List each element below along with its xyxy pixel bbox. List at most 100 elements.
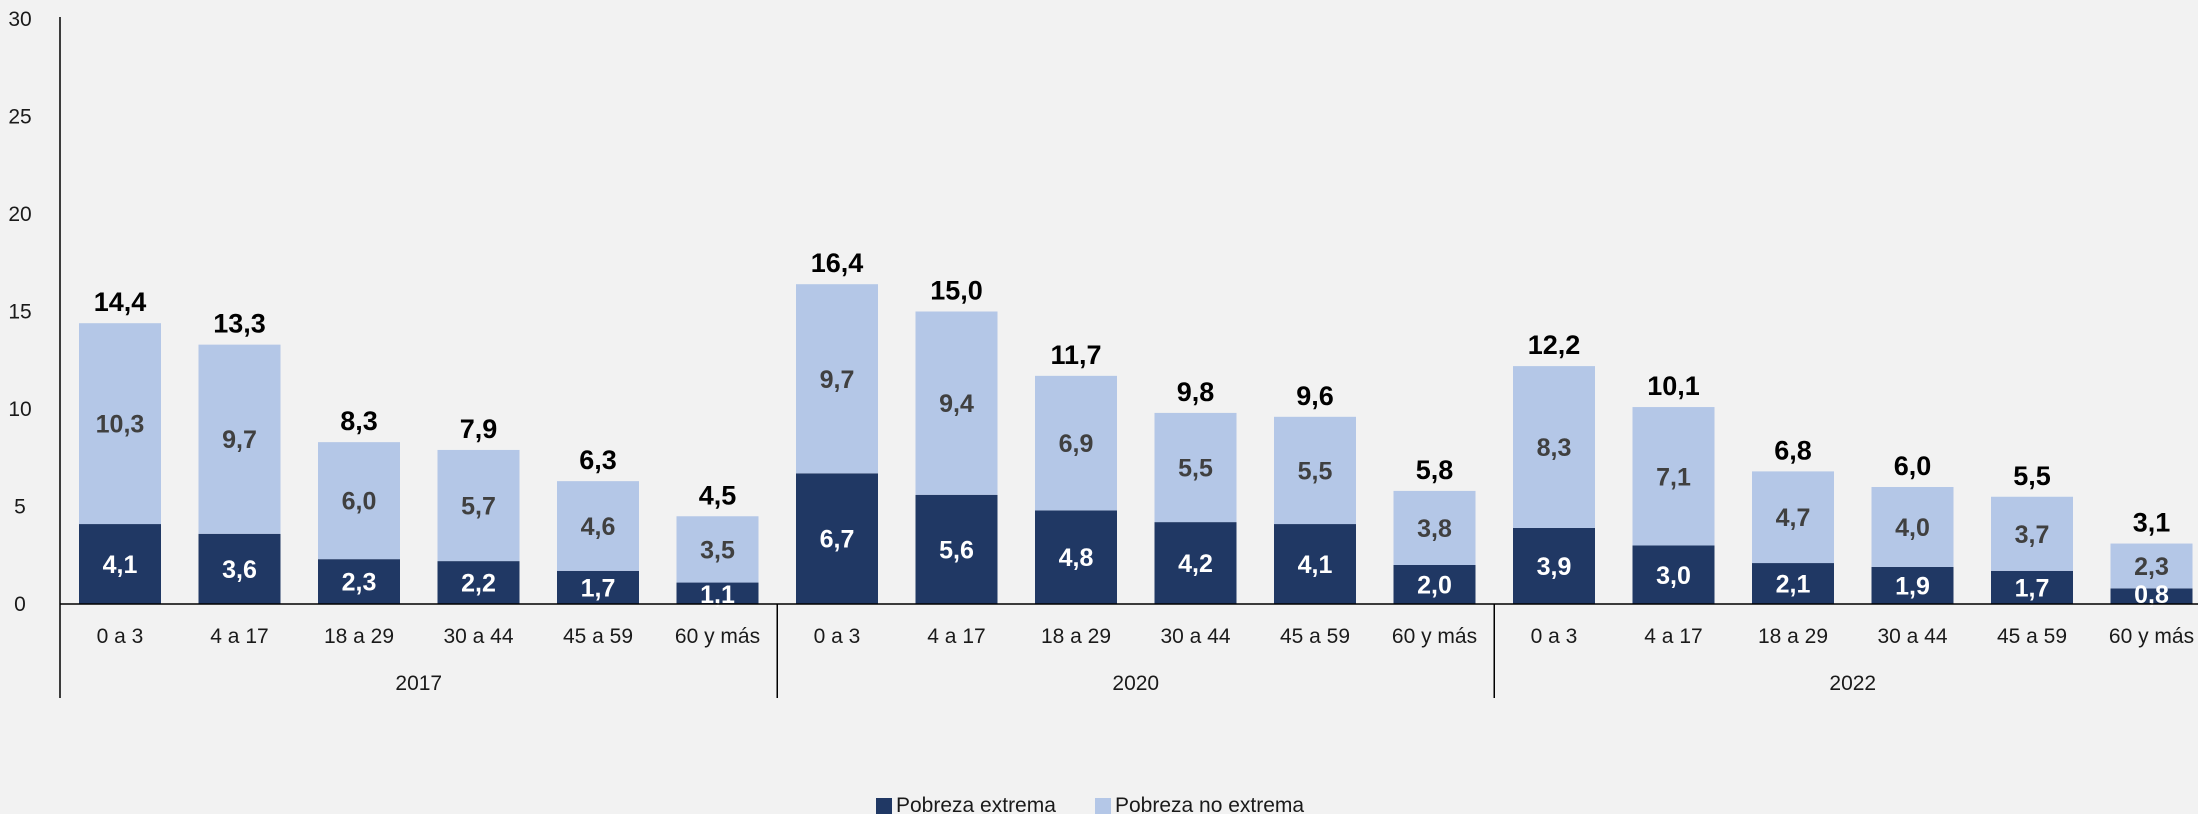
data-label-extreme: 4,1	[1298, 551, 1333, 579]
x-category-label: 0 a 3	[1531, 625, 1578, 648]
data-label-extreme: 1,7	[2015, 574, 2050, 602]
data-label-extreme: 1,9	[1895, 572, 1930, 600]
x-category-label: 0 a 3	[97, 625, 144, 648]
y-axis: 0 5 10 15 20 25 30	[8, 8, 61, 698]
data-label-non-extreme: 4,6	[581, 513, 616, 541]
data-label-extreme: 3,6	[222, 556, 257, 584]
x-category-label: 45 a 59	[1280, 625, 1350, 648]
data-label-total: 6,3	[579, 445, 617, 475]
bar-extreme-2017-0-a-3	[79, 524, 161, 604]
bar-non-extreme-2017-0-a-3	[79, 323, 161, 525]
x-category-label: 60 y más	[2109, 625, 2194, 648]
x-category-label: 18 a 29	[324, 625, 394, 648]
data-label-total: 6,0	[1894, 451, 1932, 481]
data-label-extreme: 6,7	[820, 526, 855, 554]
x-axis: 0 a 3 4 a 17 18 a 29 30 a 44 45 a 59 60 y más…	[60, 603, 2198, 698]
bar-extreme-2017-45-a-59	[557, 570, 639, 604]
bar-extreme-2017-30-a-44	[437, 561, 520, 604]
data-label-total: 16,4	[811, 248, 864, 278]
data-label-extreme: 2,1	[1776, 571, 1811, 599]
data-label-extreme: 3,0	[1656, 562, 1691, 590]
bar-extreme-2022-60-y-m-s	[2110, 588, 2193, 604]
x-category-label: 60 y más	[1392, 625, 1477, 648]
data-label-total: 13,3	[213, 309, 266, 339]
y-tick-label: 30	[8, 8, 31, 31]
data-label-total: 5,5	[2013, 461, 2051, 491]
data-label-extreme: 1,1	[700, 581, 735, 609]
bar-non-extreme-2020-4-a-17	[915, 311, 998, 495]
data-label-non-extreme: 3,5	[700, 536, 735, 564]
y-tick-label: 15	[8, 301, 31, 324]
bar-extreme-2020-60-y-m-s	[1393, 565, 1476, 604]
bar-non-extreme-2020-45-a-59	[1274, 416, 1356, 525]
data-label-extreme: 2,0	[1417, 572, 1452, 600]
x-category-label: 45 a 59	[563, 625, 633, 648]
x-category-label: 18 a 29	[1041, 625, 1111, 648]
data-label-total: 15,0	[930, 276, 983, 306]
bar-extreme-2020-0-a-3	[796, 473, 878, 604]
x-group-label-2017: 2017	[395, 672, 442, 695]
data-label-non-extreme: 5,7	[461, 493, 496, 521]
x-category-label: 4 a 17	[1644, 625, 1702, 648]
y-tick-label: 25	[8, 106, 31, 129]
bar-extreme-2020-30-a-44	[1154, 522, 1237, 604]
x-group-label-2022: 2022	[1829, 672, 1876, 695]
legend-swatch-pobreza-no-extrema	[1095, 798, 1111, 814]
data-label-total: 5,8	[1416, 455, 1454, 485]
legend-swatch-pobreza-extrema	[876, 798, 892, 814]
bar-extreme-2017-60-y-m-s	[676, 582, 759, 604]
data-label-non-extreme: 9,4	[939, 390, 974, 418]
bar-extreme-2020-18-a-29	[1035, 510, 1117, 604]
data-label-extreme: 1,7	[581, 574, 616, 602]
data-label-non-extreme: 10,3	[96, 411, 145, 439]
bar-extreme-2020-4-a-17	[915, 494, 998, 604]
bars: 4,1 10,3 14,4 3,6 9,7 13,3 2,3 6,0 8,3 2,2 5,7 7,9 1…	[79, 248, 2193, 609]
data-label-non-extreme: 9,7	[222, 426, 257, 454]
data-label-extreme: 3,9	[1537, 553, 1572, 581]
bar-non-extreme-2022-4-a-17	[1632, 407, 1715, 546]
bar-non-extreme-2022-60-y-m-s	[2110, 543, 2193, 589]
bar-non-extreme-2017-60-y-m-s	[676, 516, 759, 583]
bar-extreme-2022-30-a-44	[1871, 566, 1954, 604]
bar-non-extreme-2020-18-a-29	[1035, 375, 1117, 511]
x-group-label-2020: 2020	[1112, 672, 1159, 695]
bar-non-extreme-2020-30-a-44	[1154, 412, 1237, 523]
x-category-label: 60 y más	[675, 625, 760, 648]
data-label-non-extreme: 5,5	[1298, 457, 1333, 485]
data-label-extreme: 2,2	[461, 570, 496, 598]
data-label-non-extreme: 6,0	[342, 488, 377, 516]
data-label-non-extreme: 2,3	[2134, 553, 2169, 581]
data-label-extreme: 4,2	[1178, 550, 1213, 578]
data-label-total: 14,4	[94, 287, 147, 317]
data-label-extreme: 4,8	[1059, 544, 1094, 572]
data-label-non-extreme: 9,7	[820, 366, 855, 394]
bar-non-extreme-2017-30-a-44	[437, 449, 520, 562]
bar-extreme-2017-4-a-17	[198, 533, 281, 604]
data-label-non-extreme: 5,5	[1178, 455, 1213, 483]
x-category-label: 30 a 44	[1160, 625, 1230, 648]
x-category-label: 4 a 17	[927, 625, 985, 648]
legend: Pobreza extrema Pobreza no extrema	[876, 794, 1304, 814]
bar-non-extreme-2022-30-a-44	[1871, 487, 1954, 567]
data-label-total: 6,8	[1774, 435, 1812, 465]
data-label-non-extreme: 3,8	[1417, 515, 1452, 543]
x-category-label: 0 a 3	[814, 625, 861, 648]
data-label-non-extreme: 4,0	[1895, 514, 1930, 542]
legend-label-pobreza-extrema: Pobreza extrema	[896, 794, 1056, 814]
x-category-label: 30 a 44	[443, 625, 513, 648]
data-label-total: 12,2	[1528, 330, 1581, 360]
bar-non-extreme-2020-0-a-3	[796, 284, 878, 474]
bar-non-extreme-2022-0-a-3	[1513, 366, 1595, 528]
y-tick-label: 5	[14, 496, 26, 519]
data-label-extreme: 0,8	[2134, 581, 2169, 609]
data-label-extreme: 4,1	[103, 551, 138, 579]
bar-non-extreme-2022-45-a-59	[1991, 496, 2073, 571]
x-category-label: 45 a 59	[1997, 625, 2067, 648]
bar-non-extreme-2017-4-a-17	[198, 344, 281, 534]
data-label-total: 8,3	[340, 406, 378, 436]
bar-extreme-2020-45-a-59	[1274, 524, 1356, 604]
bar-non-extreme-2022-18-a-29	[1752, 471, 1834, 564]
bar-extreme-2017-18-a-29	[318, 559, 400, 604]
data-label-total: 11,7	[1050, 340, 1101, 370]
data-label-total: 7,9	[460, 414, 498, 444]
